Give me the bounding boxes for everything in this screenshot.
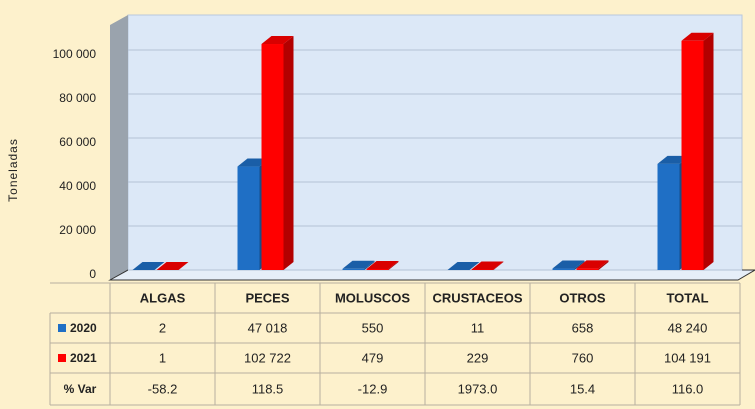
y-tick-label: 40 000	[59, 179, 96, 193]
bar-side	[388, 260, 399, 270]
table-cell: 47 018	[248, 320, 288, 335]
y-tick-label: 60 000	[59, 135, 96, 149]
y-tick-label: 20 000	[59, 223, 96, 237]
bar-top	[342, 260, 375, 269]
back-wall	[127, 14, 743, 271]
bar	[261, 44, 284, 271]
bar-top	[156, 261, 189, 270]
y-tick-label: 0	[89, 267, 96, 281]
bar-top	[366, 260, 399, 269]
bar-side	[364, 260, 375, 270]
bar	[366, 268, 389, 270]
table-cell: 658	[572, 320, 594, 335]
bar-top	[681, 32, 714, 41]
bar	[681, 40, 704, 270]
x-tick-label: PECES	[245, 290, 289, 305]
bar	[576, 268, 599, 270]
table-cell: 550	[362, 320, 384, 335]
bar	[657, 163, 680, 270]
bar-top	[471, 261, 504, 270]
table-cell: 479	[362, 350, 384, 365]
bar	[552, 268, 575, 270]
bar-side	[283, 36, 294, 271]
bar-side	[493, 261, 504, 270]
bar-side	[574, 260, 585, 270]
x-tick-label: MOLUSCOS	[335, 290, 410, 305]
bar	[342, 268, 365, 270]
bar-top	[132, 261, 165, 270]
table-cell: 229	[467, 350, 489, 365]
bar-top	[261, 36, 294, 45]
table-cell: 15.4	[570, 381, 595, 396]
bar-top	[576, 260, 609, 269]
x-tick-label: CRUSTACEOS	[432, 290, 522, 305]
bar	[471, 269, 494, 270]
y-tick-label: 100 000	[53, 47, 97, 61]
y-tick-label: 80 000	[59, 91, 96, 105]
x-tick-label: OTROS	[559, 290, 606, 305]
bar-top	[447, 261, 480, 270]
bar-side	[154, 261, 165, 270]
x-tick-label: TOTAL	[666, 290, 708, 305]
table-cell: 2	[159, 320, 166, 335]
table-cell: 48 240	[668, 320, 708, 335]
bar-side	[178, 261, 189, 270]
table-cell: 116.0	[672, 381, 704, 396]
bar-side	[598, 260, 609, 270]
table-cell: 11	[471, 320, 485, 335]
legend-swatch	[58, 354, 66, 362]
legend-swatch	[58, 324, 66, 332]
bar-side	[703, 32, 714, 270]
floor	[108, 269, 755, 281]
x-tick-label: ALGAS	[140, 290, 186, 305]
y-axis-label: Toneladas	[6, 138, 20, 202]
table-cell: 118.5	[252, 381, 284, 396]
bar-top	[552, 260, 585, 269]
legend-label: 2021	[70, 351, 97, 365]
row-label: % Var	[64, 382, 97, 396]
table-cell: -58.2	[148, 381, 178, 396]
legend-label: 2020	[70, 321, 97, 335]
table-cell: 102 722	[244, 350, 291, 365]
bar-side	[469, 261, 480, 270]
side-wall	[110, 15, 128, 280]
table-cell: 104 191	[664, 350, 711, 365]
table-cell: 760	[572, 350, 594, 365]
table-cell: -12.9	[358, 381, 388, 396]
table-cell: 1	[159, 350, 166, 365]
table-cell: 1973.0	[458, 381, 498, 396]
bar	[237, 166, 260, 270]
